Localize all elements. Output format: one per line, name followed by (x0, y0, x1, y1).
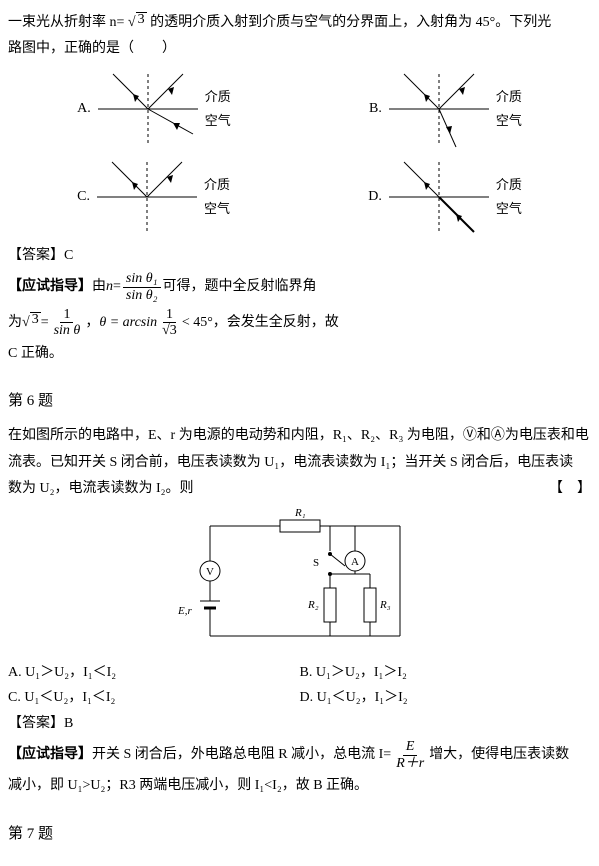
sec6-guide-l1a: 开关 S 闭合后，外电路总电阻 R 减小，总电流 I= (92, 744, 391, 766)
q5-text-1b: 的透明介质入射到介质与空气的分界面上，入射角为 45°。下列光 (150, 15, 551, 30)
q5-answer: 【答案】C (8, 245, 591, 267)
n-eq: n (106, 276, 113, 298)
frac3-den: √3 (159, 323, 180, 338)
sec7-heading: 第 7 题 (8, 822, 591, 846)
sec6-l3-row: 数为 U₂，电流表读数为 I₂。则 【 】 (8, 478, 591, 500)
frac3-num: 1 (163, 307, 176, 323)
option-a: A. U₁＞U₂，I₁＜I₂ (8, 662, 300, 684)
sec6-answer-label: 【答案】 (8, 716, 64, 731)
svg-text:R₂: R₂ (307, 599, 319, 611)
label-d: D. (368, 186, 382, 208)
frac-sin: sin θ₁ sin θ₂ (123, 271, 161, 303)
sec6-l3: 数为 U₂，电流表读数为 I₂。则 (8, 478, 194, 500)
guide-t1: 由 (92, 276, 106, 298)
sqrt3: √3 (22, 312, 41, 334)
svg-text:A: A (351, 556, 359, 568)
option-c: C. U₁＜U₂，I₁＜I₂ (8, 687, 300, 709)
labels-b: 介质 空气 (496, 85, 522, 132)
labels-d: 介质 空气 (496, 173, 522, 220)
q5-problem-line1: 一束光从折射率 n= √3 的透明介质入射到介质与空气的分界面上，入射角为 45… (8, 12, 591, 34)
sec6-guide-label: 【应试指导】 (8, 744, 92, 766)
q5-text-1: 一束光从折射率 n= (8, 15, 124, 30)
frac2-den: sin θ (51, 323, 84, 338)
option-d: D. U₁＜U₂，I₁＞I₂ (300, 687, 592, 709)
svg-text:R₃: R₃ (379, 599, 391, 611)
answer-val: C (64, 248, 73, 263)
svg-text:E,r: E,r (177, 605, 192, 617)
frac-1sqrt3: 1 √3 (159, 307, 180, 339)
answer-label: 【答案】 (8, 248, 64, 263)
sec6-answer: 【答案】B (8, 713, 591, 735)
medium-bot-b: 空气 (496, 109, 522, 132)
q5-guide-3: C 正确。 (8, 343, 591, 365)
q5-guide-1: 【应试指导】 由 n = sin θ₁ sin θ₂ 可得，题中全反射临界角 (8, 271, 591, 303)
option-c-cell: C. 介质 空气 (77, 157, 230, 237)
sqrt3-sign: √ (22, 312, 30, 334)
sec6-bracket: 【 】 (549, 478, 591, 500)
sqrt-sign: √ (128, 12, 136, 34)
frac-ERr: E R＋r (393, 739, 427, 771)
medium-bot-c: 空气 (204, 197, 230, 220)
sec6-guide: 【应试指导】 开关 S 闭合后，外电路总电阻 R 减小，总电流 I= E R＋r… (8, 739, 591, 771)
frac1-num: sin θ₁ (123, 271, 161, 287)
guide-t2pre: 为 (8, 312, 22, 334)
label-b: B. (369, 98, 382, 120)
label-c: C. (77, 186, 90, 208)
medium-top-c: 介质 (204, 173, 230, 196)
medium-bot-d: 空气 (496, 197, 522, 220)
circuit-diagram: R₁ V E,r S A R₂ R₃ (170, 506, 430, 656)
q5-problem-line2: 路图中，正确的是（ ） (8, 38, 591, 60)
theta-eq: θ = arcsin (99, 312, 157, 334)
option-a-cell: A. 介质 空气 (77, 69, 231, 149)
frac1-den: sin θ₂ (123, 288, 161, 303)
options-row2: C. U₁＜U₂，I₁＜I₂ D. U₁＜U₂，I₁＞I₂ (8, 687, 591, 709)
diagram-a (93, 69, 203, 149)
label-a: A. (77, 98, 91, 120)
medium-top-a: 介质 (205, 85, 231, 108)
frac-e-den: R＋r (393, 756, 427, 771)
option-b-cell: B. 介质 空气 (369, 69, 522, 149)
frac-1sin: 1 sin θ (51, 307, 84, 339)
diagram-row-ab: A. 介质 空气 B. (8, 69, 591, 149)
guide-label: 【应试指导】 (8, 276, 92, 298)
guide-t1r: 可得，题中全反射临界角 (163, 276, 317, 298)
option-b: B. U₁＞U₂，I₁＞I₂ (300, 662, 592, 684)
sqrt-n: √3 (128, 12, 147, 34)
sqrt3-val: 3 (30, 312, 41, 327)
svg-text:R₁: R₁ (294, 507, 306, 519)
comma1: ， (85, 312, 99, 334)
circuit-block: R₁ V E,r S A R₂ R₃ (8, 506, 591, 656)
labels-a: 介质 空气 (205, 85, 231, 132)
labels-c: 介质 空气 (204, 173, 230, 220)
lt45: < 45°，会发生全反射，故 (182, 312, 339, 334)
sec6-guide-l2: 减小，即 U₁>U₂；R3 两端电压减小，则 I₁<I₂，故 B 正确。 (8, 775, 591, 797)
sec6-guide-l1b: 增大，使得电压表读数 (429, 744, 569, 766)
svg-text:S: S (313, 557, 319, 569)
sqrt-val: 3 (136, 12, 147, 27)
sec6-answer-val: B (64, 716, 73, 731)
options-row1: A. U₁＞U₂，I₁＜I₂ B. U₁＞U₂，I₁＞I₂ (8, 662, 591, 684)
medium-top-b: 介质 (496, 85, 522, 108)
frac-e-num: E (403, 739, 418, 755)
diagram-row-cd: C. 介质 空气 D. 介质 空气 (8, 157, 591, 237)
eq-sign: = (113, 276, 121, 298)
sec6-heading: 第 6 题 (8, 389, 591, 413)
sec6-l1: 在如图所示的电路中，E、r 为电源的电动势和内阻，R₁、R₂、R₃ 为电阻，Ⓥ和… (8, 425, 591, 447)
sec6-l2: 流表。已知开关 S 闭合前，电压表读数为 U₁，电流表读数为 I₁；当开关 S … (8, 452, 591, 474)
diagram-d (384, 157, 494, 237)
q5-guide-2: 为 √3 = 1 sin θ ， θ = arcsin 1 √3 < 45°，会… (8, 307, 591, 339)
diagram-c (92, 157, 202, 237)
medium-bot-a: 空气 (205, 109, 231, 132)
option-d-cell: D. 介质 空气 (368, 157, 522, 237)
diagram-b (384, 69, 494, 149)
medium-top-d: 介质 (496, 173, 522, 196)
eq2: = (41, 312, 49, 334)
frac2-num: 1 (60, 307, 73, 323)
svg-text:V: V (206, 566, 214, 578)
